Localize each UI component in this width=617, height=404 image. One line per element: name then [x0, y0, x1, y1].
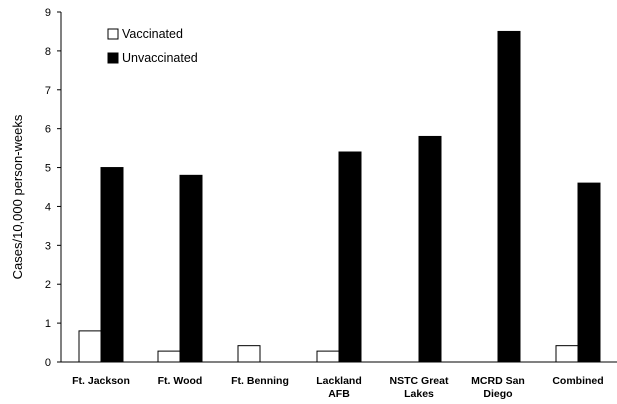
x-axis-labels: Ft. Jackson Ft. Wood Ft. Benning Lackland AF… [72, 375, 604, 400]
legend-swatch-vaccinated [107, 28, 119, 40]
x-category-label: Ft. Jackson [72, 375, 130, 387]
bar-unvaccinated [418, 135, 442, 363]
y-tick-label: 1 [45, 318, 51, 330]
y-tick-label: 6 [45, 124, 51, 136]
y-tick-label: 0 [45, 357, 51, 369]
y-tick-label: 7 [45, 85, 51, 97]
bar-vaccinated [555, 345, 579, 363]
x-category-label: Ft. Wood [158, 375, 203, 387]
bar-vaccinated [237, 345, 261, 363]
y-tick-label: 5 [45, 163, 51, 175]
y-tick-label: 8 [45, 46, 51, 58]
bar-unvaccinated [100, 167, 124, 363]
y-axis-ticks: 0 1 2 3 4 5 6 7 8 9 [45, 7, 61, 369]
x-category-label: NSTC Great Lakes [390, 375, 449, 399]
y-tick-label: 9 [45, 7, 51, 19]
legend: Vaccinated Unvaccinated [107, 27, 198, 65]
legend-swatch-unvaccinated [107, 52, 119, 64]
bar-unvaccinated [577, 182, 601, 363]
x-category-label: Ft. Benning [231, 375, 289, 387]
x-category-label: Lackland AFB [316, 375, 362, 399]
y-axis-title: Cases/10,000 person-weeks [10, 114, 25, 279]
y-tick-label: 4 [45, 201, 51, 213]
bars-group [78, 30, 601, 363]
bar-unvaccinated [497, 30, 521, 363]
bar-vaccinated [157, 350, 181, 363]
bar-unvaccinated [179, 174, 203, 363]
legend-label-vaccinated: Vaccinated [122, 27, 183, 41]
bar-unvaccinated [338, 151, 362, 363]
bar-vaccinated [78, 330, 102, 363]
bar-vaccinated [316, 350, 340, 363]
y-tick-label: 2 [45, 279, 51, 291]
legend-label-unvaccinated: Unvaccinated [122, 51, 198, 65]
y-tick-label: 3 [45, 240, 51, 252]
x-category-label: MCRD San Diego [471, 375, 525, 399]
x-category-label: Combined [552, 375, 603, 387]
